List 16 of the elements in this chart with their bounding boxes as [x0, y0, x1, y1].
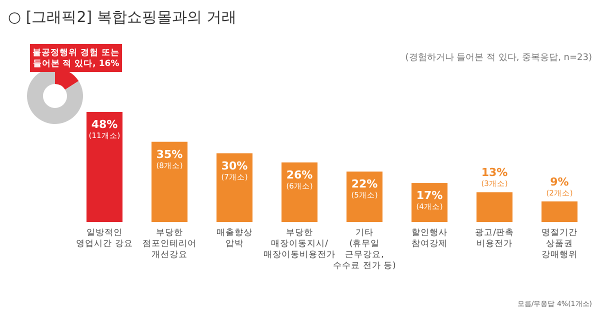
bar	[216, 153, 252, 222]
x-tick-label: 광고/판촉 비용전가	[475, 228, 514, 249]
slice-label: 불공정행위 경험 또는 들어본 적 있다, 16%	[32, 48, 120, 69]
x-tick-label: 부당한 점포인테리어 개선강요	[142, 228, 196, 260]
x-tick-label: 매출향상 압박	[216, 228, 252, 249]
x-tick-label: 일방적인 영업시간 강요	[76, 228, 133, 249]
x-tick-label: 명절기간 상품권 강매행위	[542, 228, 578, 260]
chart-subtitle: (경험하거나 들어본 적 있다, 중복응답, n=23)	[405, 53, 592, 63]
bar	[86, 112, 122, 222]
bar	[476, 192, 512, 222]
chart-title: ○ [그래픽2] 복합쇼핑몰과의 거래	[8, 8, 237, 26]
bar	[282, 162, 318, 222]
x-tick-label: 할인행사 참여강제	[412, 228, 448, 249]
bar	[542, 201, 578, 222]
x-tick-label: 부당한 매장이동지시/ 매장이동비용전가	[264, 228, 336, 260]
bar	[152, 142, 188, 222]
